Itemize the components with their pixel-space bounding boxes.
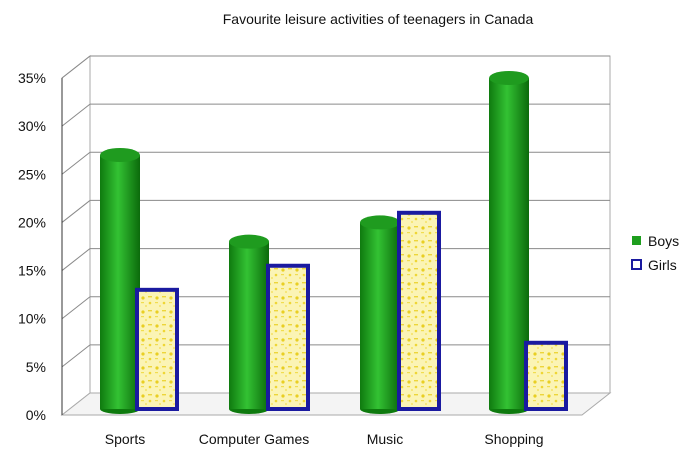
bar-boys-cap: [229, 234, 269, 249]
y-tick-label: 25%: [18, 166, 46, 182]
x-tick-label: Sports: [105, 431, 145, 447]
gridline-side: [61, 344, 91, 368]
gridline-side: [61, 151, 91, 175]
y-axis-ticks: 0% 5% 10% 15% 20% 25% 30% 35%: [18, 70, 46, 423]
legend: Boys Girls: [631, 233, 679, 273]
bar-boys-body: [360, 222, 400, 409]
y-tick-label: 30%: [18, 118, 46, 134]
bar-boys: [360, 215, 400, 414]
gridline-side: [61, 200, 91, 223]
bar-boys: [489, 71, 529, 414]
plot-floor: [60, 392, 612, 416]
y-tick-label: 15%: [18, 263, 46, 279]
bar-boys-cap: [360, 215, 400, 230]
legend-label-boys: Boys: [648, 233, 679, 249]
plot-side-wall: [61, 54, 91, 417]
y-tick-label: 5%: [26, 359, 46, 375]
x-tick-label: Computer Games: [199, 431, 309, 447]
chart-title: Favourite leisure activities of teenager…: [223, 11, 534, 27]
gridline-side: [61, 248, 91, 271]
legend-label-girls: Girls: [648, 257, 677, 273]
bar-girls: [135, 287, 179, 412]
bar-boys-body: [100, 155, 140, 409]
gridline-side: [61, 55, 91, 79]
bars: [100, 71, 568, 414]
x-tick-label: Music: [367, 431, 404, 447]
bar-girls: [266, 263, 310, 411]
bar-boys: [229, 234, 269, 414]
bar-boys: [100, 148, 140, 414]
legend-swatch-girls: [631, 259, 642, 270]
y-tick-label: 0%: [26, 407, 46, 423]
bar-boys-cap: [489, 71, 529, 85]
bar-boys-cap: [100, 148, 140, 163]
bar-boys-body: [229, 241, 269, 409]
gridline-side: [61, 103, 91, 127]
bar-girls: [524, 340, 568, 411]
bar-boys-body: [489, 78, 529, 409]
gridline-side: [61, 296, 91, 320]
y-tick-label: 10%: [18, 311, 46, 327]
y-tick-label: 20%: [18, 214, 46, 230]
x-tick-label: Shopping: [484, 431, 543, 447]
bar-girls: [397, 210, 441, 411]
y-tick-label: 35%: [18, 70, 46, 86]
legend-swatch-boys: [632, 236, 641, 245]
